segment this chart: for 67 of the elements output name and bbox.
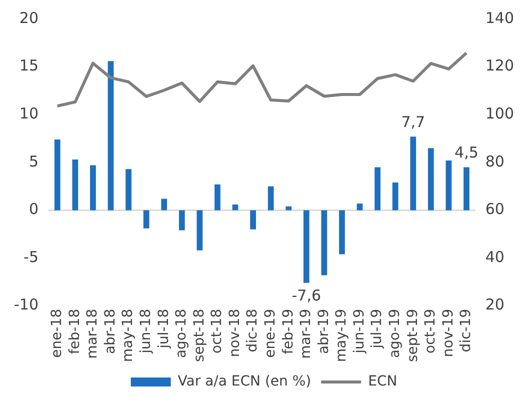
bar xyxy=(143,210,150,228)
x-tick-label: nov-19 xyxy=(440,308,456,358)
bar xyxy=(90,165,96,210)
bar xyxy=(250,210,256,230)
y2-tick-label: 100 xyxy=(485,104,514,123)
x-tick-label: ago-18 xyxy=(174,308,190,358)
data-label: 7,7 xyxy=(401,113,426,131)
y2-tick-label: 140 xyxy=(485,8,514,27)
bar xyxy=(214,184,220,210)
x-tick-label: ene-19 xyxy=(262,308,278,358)
legend-label: Var a/a ECN (en %) xyxy=(178,374,312,390)
x-tick-label: oct-19 xyxy=(422,308,439,354)
x-tick-label: sept-19 xyxy=(404,308,421,362)
x-tick-label: oct-18 xyxy=(209,308,226,354)
y2-tick-label: 60 xyxy=(485,200,504,218)
bar xyxy=(196,210,203,250)
x-tick-label: feb-18 xyxy=(66,308,83,354)
y-tick-label: 10 xyxy=(19,104,38,123)
x-tick-label: jul-19 xyxy=(369,308,386,350)
data-label: 4,5 xyxy=(454,144,478,162)
x-tick-label: abr-19 xyxy=(316,308,332,354)
bar xyxy=(161,198,168,210)
x-tick-label: dic-18 xyxy=(244,308,261,352)
y2-tick-label: 120 xyxy=(485,56,514,75)
legend-label: ECN xyxy=(368,374,398,390)
y-tick-label: -5 xyxy=(24,248,38,266)
x-tick-label: sept-18 xyxy=(191,308,208,362)
x-tick-label: feb-19 xyxy=(280,308,296,354)
y-tick-label: 20 xyxy=(19,8,38,27)
x-tick-label: ene-18 xyxy=(49,308,66,358)
bar xyxy=(464,167,470,210)
bar xyxy=(178,210,185,230)
bar xyxy=(232,204,238,210)
bar xyxy=(54,139,60,210)
y-tick-label: 15 xyxy=(19,56,38,75)
x-tick-label: ago-19 xyxy=(386,308,403,358)
x-tick-label: jun-19 xyxy=(351,308,368,354)
bar xyxy=(268,186,274,210)
x-tick-label: may-19 xyxy=(334,308,350,362)
bar xyxy=(339,210,345,254)
bar xyxy=(410,136,416,210)
bar xyxy=(108,61,114,210)
y2-tick-label: 20 xyxy=(485,296,504,314)
x-tick-label: dic-19 xyxy=(458,308,474,352)
x-tick-label: abr-18 xyxy=(102,308,118,354)
x-tick-label: may-18 xyxy=(120,308,136,362)
y-tick-label: 5 xyxy=(28,152,38,170)
bar xyxy=(356,204,363,210)
y-tick-label: -10 xyxy=(14,296,38,314)
bar xyxy=(392,182,398,210)
x-tick-label: nov-18 xyxy=(226,308,243,358)
bar xyxy=(374,167,380,210)
x-tick-label: jun-18 xyxy=(138,308,154,354)
bar xyxy=(428,148,434,210)
bar xyxy=(321,210,328,276)
bar xyxy=(446,160,452,210)
x-tick-label: mar-19 xyxy=(298,308,314,359)
y2-tick-label: 80 xyxy=(485,152,504,170)
bar xyxy=(126,169,132,210)
y-tick-label: 0 xyxy=(28,200,38,218)
data-label: -7,6 xyxy=(292,286,322,304)
bar xyxy=(72,160,78,210)
bar xyxy=(286,206,292,210)
bar xyxy=(303,210,310,283)
y2-tick-label: 40 xyxy=(485,248,504,266)
x-tick-label: mar-18 xyxy=(84,308,101,359)
x-tick-label: jul-18 xyxy=(156,308,172,350)
